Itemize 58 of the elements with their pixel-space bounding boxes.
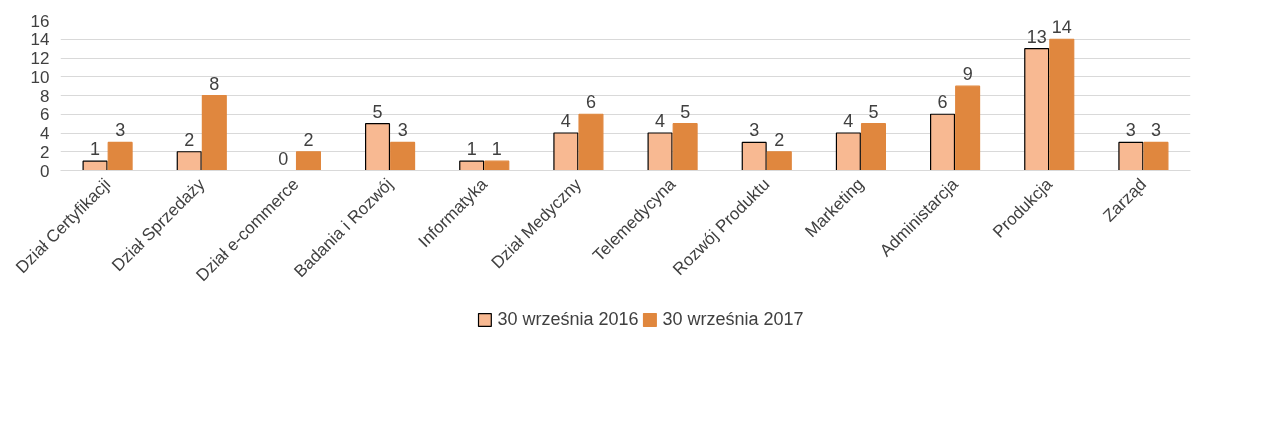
data-label: 1 bbox=[466, 139, 477, 160]
bar bbox=[201, 94, 227, 171]
data-label: 2 bbox=[774, 129, 785, 150]
data-label: 13 bbox=[1026, 26, 1047, 47]
data-label: 3 bbox=[397, 120, 408, 141]
bar bbox=[955, 85, 981, 171]
bar bbox=[1118, 141, 1144, 171]
data-label: 6 bbox=[585, 92, 596, 113]
bar bbox=[484, 160, 510, 171]
bar bbox=[390, 141, 416, 171]
y-tick-label: 6 bbox=[40, 105, 50, 125]
data-label: 1 bbox=[90, 139, 101, 160]
bar bbox=[459, 160, 485, 171]
data-label: 9 bbox=[962, 64, 973, 85]
data-label: 2 bbox=[184, 129, 195, 150]
data-label: 14 bbox=[1051, 17, 1072, 38]
y-tick-label: 16 bbox=[30, 11, 50, 31]
bar bbox=[107, 141, 133, 171]
bar bbox=[176, 151, 202, 171]
y-tick-label: 2 bbox=[40, 142, 50, 162]
bar bbox=[860, 123, 886, 171]
bar bbox=[82, 160, 108, 171]
bar bbox=[741, 141, 767, 171]
bar bbox=[1143, 141, 1169, 171]
y-tick-label: 12 bbox=[30, 49, 50, 68]
bar bbox=[365, 123, 391, 171]
data-label: 4 bbox=[560, 111, 571, 131]
y-tick-label: 4 bbox=[40, 124, 50, 143]
y-tick-label: 14 bbox=[30, 30, 50, 50]
y-tick-label: 8 bbox=[40, 86, 50, 106]
legend-label: 30 września 2016 bbox=[497, 308, 639, 330]
y-tick-label: 0 bbox=[40, 161, 50, 181]
data-label: 3 bbox=[1150, 120, 1161, 141]
data-label: 5 bbox=[868, 101, 879, 122]
data-label: 6 bbox=[937, 92, 948, 113]
data-label: 1 bbox=[491, 139, 502, 160]
bar bbox=[647, 132, 673, 171]
bar bbox=[766, 151, 792, 171]
y-tick-label: 10 bbox=[30, 67, 50, 87]
data-label: 8 bbox=[209, 73, 220, 94]
legend-label: 30 września 2017 bbox=[662, 308, 804, 330]
data-label: 3 bbox=[1125, 120, 1136, 141]
bar bbox=[295, 151, 321, 171]
data-label: 0 bbox=[278, 148, 289, 169]
data-label: 3 bbox=[115, 120, 126, 141]
bar bbox=[1049, 38, 1075, 171]
bar bbox=[553, 132, 579, 171]
bar bbox=[672, 123, 698, 171]
data-label: 4 bbox=[843, 111, 854, 131]
data-label: 5 bbox=[680, 101, 691, 122]
bar bbox=[1024, 48, 1050, 171]
data-label: 4 bbox=[655, 111, 666, 131]
data-label: 3 bbox=[749, 120, 760, 141]
data-label: 5 bbox=[372, 101, 383, 122]
bar bbox=[835, 132, 861, 171]
bar bbox=[578, 113, 604, 171]
data-label: 2 bbox=[303, 129, 314, 150]
bar bbox=[930, 113, 956, 171]
